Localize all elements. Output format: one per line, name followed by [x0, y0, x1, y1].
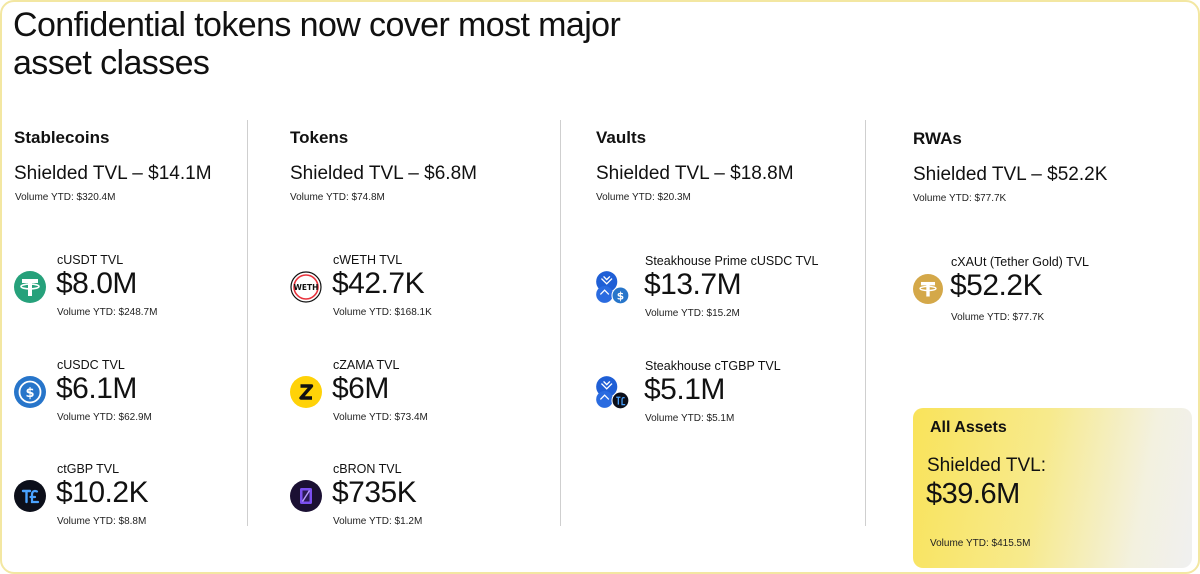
- asset-value: $13.7M: [644, 268, 742, 301]
- column-shielded-tvl: Shielded TVL – $18.8M: [596, 163, 794, 184]
- asset-cxaut: cXAUt (Tether Gold) TVL $52.2K Volume YT…: [913, 255, 1173, 335]
- asset-volume: Volume YTD: $248.7M: [57, 307, 158, 318]
- asset-volume: Volume YTD: $73.4M: [333, 412, 428, 423]
- asset-cusdt: cUSDT TVL $8.0M Volume YTD: $248.7M: [14, 253, 274, 333]
- asset-value: $52.2K: [950, 269, 1043, 302]
- tether-gold-icon: [913, 274, 943, 304]
- all-assets-value: $39.6M: [926, 478, 1020, 510]
- asset-label: cXAUt (Tether Gold) TVL: [951, 255, 1090, 269]
- asset-label: ctGBP TVL: [57, 462, 120, 476]
- asset-volume: Volume YTD: $1.2M: [333, 516, 423, 527]
- asset-label: cZAMA TVL: [333, 358, 400, 372]
- column-title: Stablecoins: [14, 128, 110, 147]
- tgbp-icon: [14, 480, 46, 512]
- column-volume-ytd: Volume YTD: $320.4M: [15, 192, 116, 203]
- column-divider: [247, 120, 248, 526]
- asset-value: $5.1M: [644, 373, 725, 406]
- column-divider: [560, 120, 561, 526]
- steakhouse-usdc-icon: $: [596, 271, 630, 305]
- asset-czama: cZAMA TVL $6M Volume YTD: $73.4M: [290, 358, 550, 438]
- asset-volume: Volume YTD: $77.7K: [951, 312, 1045, 323]
- asset-value: $42.7K: [332, 267, 425, 300]
- all-assets-card: All Assets Shielded TVL: $39.6M Volume Y…: [913, 408, 1192, 568]
- asset-volume: Volume YTD: $168.1K: [333, 307, 432, 318]
- column-volume-ytd: Volume YTD: $74.8M: [290, 192, 385, 203]
- asset-volume: Volume YTD: $5.1M: [645, 413, 735, 424]
- asset-value: $735K: [332, 476, 417, 509]
- column-title: Vaults: [596, 128, 647, 147]
- column-volume-ytd: Volume YTD: $77.7K: [913, 193, 1007, 204]
- asset-label: cUSDT TVL: [57, 253, 124, 267]
- asset-value: $6.1M: [56, 372, 137, 405]
- asset-cusdc: $ cUSDC TVL $6.1M Volume YTD: $62.9M: [14, 358, 274, 438]
- asset-label: cWETH TVL: [333, 253, 403, 267]
- column-shielded-tvl: Shielded TVL – $14.1M: [14, 163, 212, 184]
- headline: Confidential tokens now cover most major…: [13, 6, 621, 82]
- asset-volume: Volume YTD: $62.9M: [57, 412, 152, 423]
- asset-label: Steakhouse cTGBP TVL: [645, 359, 781, 373]
- svg-text:$: $: [25, 386, 34, 401]
- column-volume-ytd: Volume YTD: $20.3M: [596, 192, 691, 203]
- asset-steakhouse-prime-cusdc: $ Steakhouse Prime cUSDC TVL $13.7M Volu…: [593, 254, 853, 334]
- asset-cweth: WETH cWETH TVL $42.7K Volume YTD: $168.1…: [290, 253, 550, 333]
- all-assets-volume: Volume YTD: $415.5M: [930, 538, 1031, 549]
- asset-volume: Volume YTD: $15.2M: [645, 308, 740, 319]
- svg-text:$: $: [617, 291, 624, 303]
- asset-cbron: cBRON TVL $735K Volume YTD: $1.2M: [290, 462, 550, 542]
- zama-icon: [290, 376, 322, 408]
- column-shielded-tvl: Shielded TVL – $52.2K: [913, 164, 1108, 185]
- column-divider: [865, 120, 866, 526]
- asset-label: Steakhouse Prime cUSDC TVL: [645, 254, 819, 268]
- asset-volume: Volume YTD: $8.8M: [57, 516, 147, 527]
- all-assets-label: Shielded TVL:: [927, 455, 1047, 476]
- bron-icon: [290, 480, 322, 512]
- column-title: Tokens: [290, 128, 349, 147]
- asset-value: $6M: [332, 372, 389, 405]
- asset-label: cUSDC TVL: [57, 358, 125, 372]
- asset-value: $10.2K: [56, 476, 149, 509]
- usdc-icon: $: [14, 376, 46, 408]
- asset-label: cBRON TVL: [333, 462, 402, 476]
- column-title: RWAs: [913, 129, 962, 148]
- svg-text:WETH: WETH: [294, 283, 319, 292]
- asset-ctgbp: ctGBP TVL $10.2K Volume YTD: $8.8M: [14, 462, 274, 542]
- column-shielded-tvl: Shielded TVL – $6.8M: [290, 163, 477, 184]
- weth-icon: WETH: [290, 271, 322, 303]
- all-assets-title: All Assets: [930, 419, 1007, 436]
- tether-icon: [14, 271, 46, 303]
- steakhouse-tgbp-icon: [596, 376, 630, 410]
- asset-steakhouse-ctgbp: Steakhouse cTGBP TVL $5.1M Volume YTD: $…: [593, 359, 853, 439]
- asset-value: $8.0M: [56, 267, 137, 300]
